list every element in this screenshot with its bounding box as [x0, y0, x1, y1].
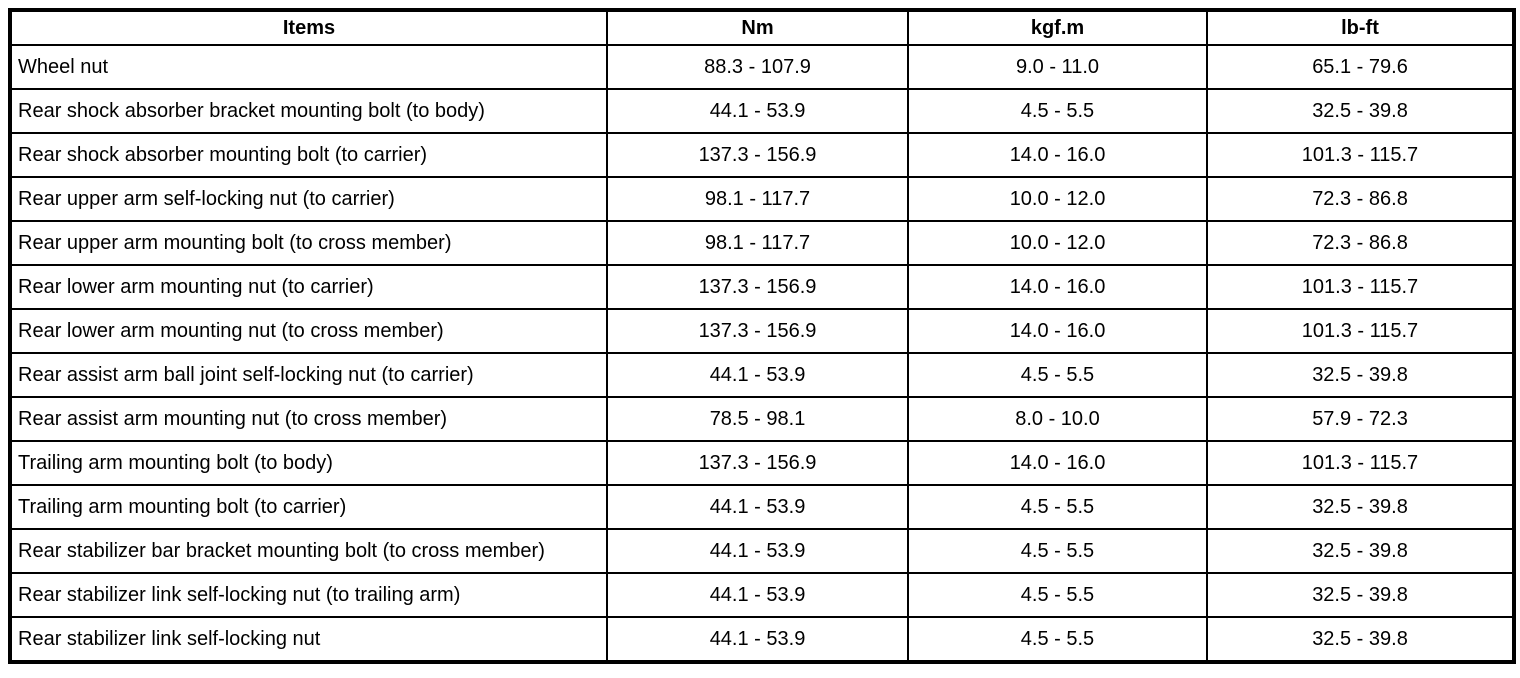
column-header-kgfm: kgf.m	[907, 9, 1208, 46]
kgfm-cell: 8.0 - 10.0	[907, 396, 1208, 442]
table-row: Rear upper arm self-locking nut (to carr…	[9, 176, 1515, 222]
kgfm-cell: 10.0 - 12.0	[907, 176, 1208, 222]
table-row: Rear upper arm mounting bolt (to cross m…	[9, 220, 1515, 266]
nm-cell: 44.1 - 53.9	[606, 484, 909, 530]
kgfm-cell: 4.5 - 5.5	[907, 572, 1208, 618]
item-cell: Rear lower arm mounting nut (to cross me…	[9, 308, 608, 354]
nm-cell: 137.3 - 156.9	[606, 440, 909, 486]
lbft-cell: 101.3 - 115.7	[1206, 308, 1515, 354]
item-cell: Rear upper arm mounting bolt (to cross m…	[9, 220, 608, 266]
table-row: Rear assist arm mounting nut (to cross m…	[9, 396, 1515, 442]
item-cell: Rear stabilizer link self-locking nut (t…	[9, 572, 608, 618]
lbft-cell: 32.5 - 39.8	[1206, 616, 1515, 663]
nm-cell: 44.1 - 53.9	[606, 572, 909, 618]
torque-spec-table: Items Nm kgf.m lb-ft Wheel nut 88.3 - 107…	[8, 8, 1516, 664]
table-row: Trailing arm mounting bolt (to body) 137.…	[9, 440, 1515, 486]
kgfm-cell: 9.0 - 11.0	[907, 44, 1208, 90]
item-cell: Rear assist arm mounting nut (to cross m…	[9, 396, 608, 442]
column-header-items: Items	[9, 9, 608, 46]
item-cell: Rear lower arm mounting nut (to carrier)	[9, 264, 608, 310]
table-header: Items Nm kgf.m lb-ft	[9, 9, 1515, 46]
lbft-cell: 72.3 - 86.8	[1206, 176, 1515, 222]
lbft-cell: 32.5 - 39.8	[1206, 352, 1515, 398]
item-cell: Rear stabilizer link self-locking nut	[9, 616, 608, 663]
kgfm-cell: 14.0 - 16.0	[907, 440, 1208, 486]
kgfm-cell: 10.0 - 12.0	[907, 220, 1208, 266]
item-cell: Rear shock absorber bracket mounting bol…	[9, 88, 608, 134]
lbft-cell: 101.3 - 115.7	[1206, 440, 1515, 486]
kgfm-cell: 4.5 - 5.5	[907, 616, 1208, 663]
lbft-cell: 101.3 - 115.7	[1206, 264, 1515, 310]
nm-cell: 44.1 - 53.9	[606, 352, 909, 398]
kgfm-cell: 4.5 - 5.5	[907, 352, 1208, 398]
kgfm-cell: 4.5 - 5.5	[907, 528, 1208, 574]
nm-cell: 44.1 - 53.9	[606, 528, 909, 574]
lbft-cell: 32.5 - 39.8	[1206, 528, 1515, 574]
table-row: Rear shock absorber mounting bolt (to ca…	[9, 132, 1515, 178]
column-header-lbft: lb-ft	[1206, 9, 1515, 46]
table-row: Rear lower arm mounting nut (to carrier)…	[9, 264, 1515, 310]
table-row: Rear shock absorber bracket mounting bol…	[9, 88, 1515, 134]
kgfm-cell: 14.0 - 16.0	[907, 308, 1208, 354]
item-cell: Wheel nut	[9, 44, 608, 90]
lbft-cell: 32.5 - 39.8	[1206, 572, 1515, 618]
table-row: Wheel nut 88.3 - 107.9 9.0 - 11.0 65.1 - 79…	[9, 44, 1515, 90]
nm-cell: 78.5 - 98.1	[606, 396, 909, 442]
nm-cell: 137.3 - 156.9	[606, 132, 909, 178]
kgfm-cell: 14.0 - 16.0	[907, 132, 1208, 178]
item-cell: Rear shock absorber mounting bolt (to ca…	[9, 132, 608, 178]
table-row: Trailing arm mounting bolt (to carrier) 4…	[9, 484, 1515, 530]
lbft-cell: 72.3 - 86.8	[1206, 220, 1515, 266]
header-row: Items Nm kgf.m lb-ft	[9, 9, 1515, 46]
table-row: Rear stabilizer link self-locking nut 44.…	[9, 616, 1515, 663]
nm-cell: 98.1 - 117.7	[606, 220, 909, 266]
table-row: Rear stabilizer bar bracket mounting bol…	[9, 528, 1515, 574]
table-row: Rear stabilizer link self-locking nut (t…	[9, 572, 1515, 618]
lbft-cell: 65.1 - 79.6	[1206, 44, 1515, 90]
item-cell: Trailing arm mounting bolt (to body)	[9, 440, 608, 486]
item-cell: Rear upper arm self-locking nut (to carr…	[9, 176, 608, 222]
item-cell: Rear assist arm ball joint self-locking …	[9, 352, 608, 398]
nm-cell: 44.1 - 53.9	[606, 616, 909, 663]
table-row: Rear assist arm ball joint self-locking …	[9, 352, 1515, 398]
nm-cell: 88.3 - 107.9	[606, 44, 909, 90]
lbft-cell: 57.9 - 72.3	[1206, 396, 1515, 442]
lbft-cell: 32.5 - 39.8	[1206, 484, 1515, 530]
kgfm-cell: 4.5 - 5.5	[907, 484, 1208, 530]
item-cell: Trailing arm mounting bolt (to carrier)	[9, 484, 608, 530]
item-cell: Rear stabilizer bar bracket mounting bol…	[9, 528, 608, 574]
table-row: Rear lower arm mounting nut (to cross me…	[9, 308, 1515, 354]
table-body: Wheel nut 88.3 - 107.9 9.0 - 11.0 65.1 - 79…	[9, 44, 1515, 663]
nm-cell: 137.3 - 156.9	[606, 264, 909, 310]
nm-cell: 44.1 - 53.9	[606, 88, 909, 134]
kgfm-cell: 4.5 - 5.5	[907, 88, 1208, 134]
nm-cell: 98.1 - 117.7	[606, 176, 909, 222]
nm-cell: 137.3 - 156.9	[606, 308, 909, 354]
column-header-nm: Nm	[606, 9, 909, 46]
lbft-cell: 101.3 - 115.7	[1206, 132, 1515, 178]
kgfm-cell: 14.0 - 16.0	[907, 264, 1208, 310]
lbft-cell: 32.5 - 39.8	[1206, 88, 1515, 134]
